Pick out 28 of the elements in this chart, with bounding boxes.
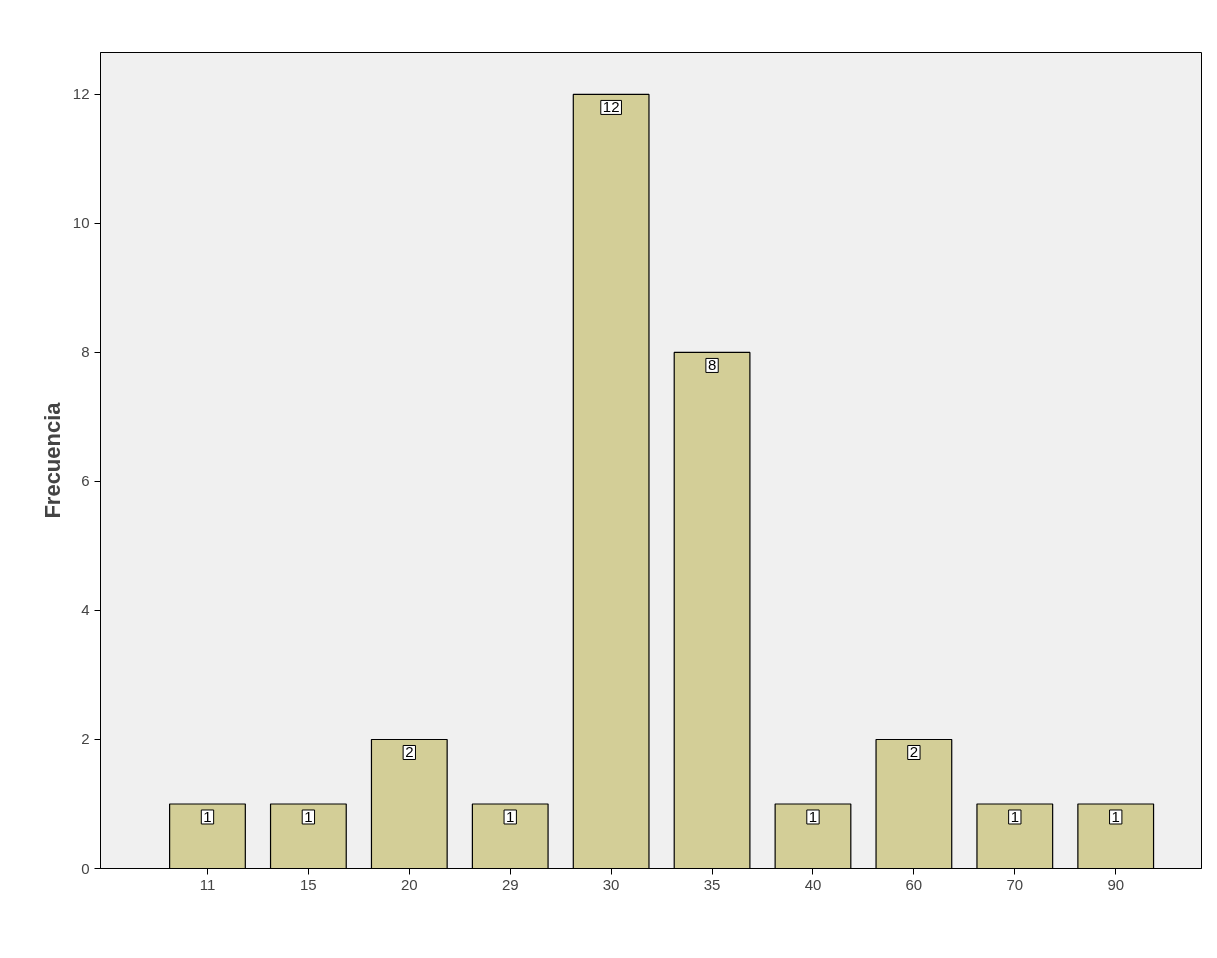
data-label: 1 (304, 807, 313, 825)
x-tick-label: 11 (199, 875, 216, 893)
y-tick-label: 8 (81, 343, 90, 361)
data-label: 2 (909, 743, 919, 761)
data-label: 1 (808, 807, 818, 825)
data-label: 1 (1111, 807, 1120, 825)
data-label: 1 (506, 807, 515, 825)
x-tick-label: 90 (1107, 875, 1125, 893)
y-tick-label: 10 (72, 214, 90, 232)
x-tick-label: 70 (1006, 875, 1024, 893)
y-tick-label: 6 (81, 472, 90, 490)
data-label: 1 (1010, 807, 1019, 825)
y-tick-label: 2 (81, 730, 90, 748)
data-label: 2 (405, 743, 414, 761)
data-label: 12 (602, 98, 620, 116)
x-tick-label: 35 (703, 875, 721, 893)
x-tick-label: 15 (300, 875, 317, 893)
y-tick-label: 12 (72, 85, 90, 103)
x-tick-label: 40 (804, 875, 822, 893)
data-label: 1 (203, 807, 212, 825)
y-tick-label: 4 (81, 601, 90, 619)
y-axis-title: Frecuencia (39, 401, 65, 519)
x-tick-label: 60 (905, 875, 923, 893)
x-tick-label: 30 (602, 875, 620, 893)
data-label: 8 (707, 356, 717, 374)
x-tick-label: 20 (400, 875, 418, 893)
x-tick-label: 29 (501, 875, 519, 893)
y-tick-label: 0 (81, 859, 90, 877)
